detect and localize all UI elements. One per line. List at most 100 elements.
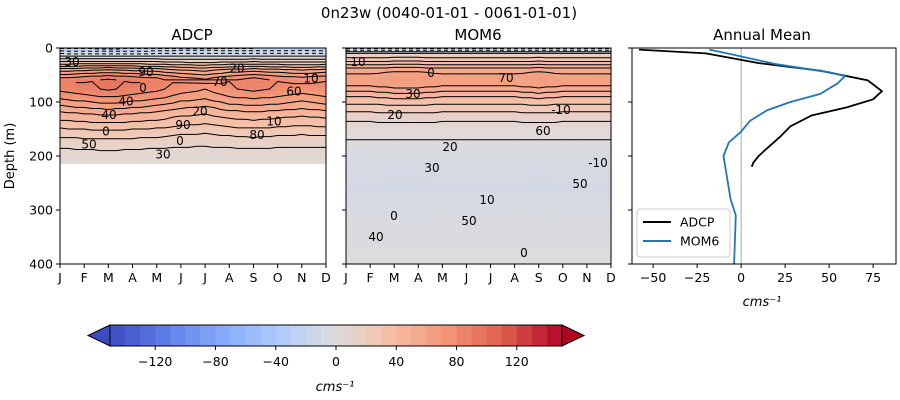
adcp-contour-line [60, 132, 326, 140]
adcp-heatmap-cell [277, 58, 287, 63]
adcp-heatmap-cell [84, 98, 93, 103]
mom6-heatmap-cell [522, 246, 532, 251]
mom6-heatmap-cell [466, 73, 476, 78]
mom6-heatmap-cell [362, 213, 371, 218]
mom6-heatmap-cell [386, 256, 395, 261]
mom6-heatmap-cell [482, 91, 492, 96]
mom6-heatmap-cell [562, 235, 572, 240]
mom6-heatmap-cell [554, 181, 564, 186]
mom6-heatmap-cell [370, 130, 379, 135]
mom6-heatmap-cell [554, 231, 564, 236]
adcp-heatmap-cell [84, 109, 93, 114]
adcp-heatmap-cell [116, 148, 126, 153]
mom6-heatmap-cell [530, 98, 540, 103]
adcp-heatmap-cell [293, 105, 303, 110]
mom6-heatmap-cell [402, 238, 411, 243]
mom6-heatmap-cell [578, 220, 588, 225]
mom6-heatmap-cell [378, 80, 387, 85]
mom6-contour-label: -10 [588, 156, 608, 170]
mom6-heatmap-cell [466, 246, 476, 251]
adcp-heatmap-cell [76, 138, 85, 143]
adcp-heatmap-cell [60, 109, 69, 114]
adcp-heatmap-cell [317, 109, 327, 114]
adcp-heatmap-cell [132, 69, 142, 74]
colorbar-segment [411, 325, 427, 346]
mom6-heatmap-cell [410, 80, 419, 85]
mom6-heatmap-cell [602, 231, 612, 236]
adcp-heatmap-cell [100, 145, 109, 150]
adcp-heatmap-cell [124, 73, 134, 78]
mom6-heatmap-cell [458, 249, 468, 254]
mom6-heatmap-cell [546, 159, 556, 164]
mom6-contour-line [346, 111, 611, 114]
mom6-heatmap-cell [602, 98, 612, 103]
mom6-heatmap-cell [482, 163, 492, 168]
adcp-heatmap-cell [205, 130, 214, 135]
adcp-heatmap-cell [221, 66, 230, 71]
mom6-heatmap-cell [530, 238, 540, 243]
mom6-heatmap-cell [498, 217, 508, 222]
mom6-heatmap-cell [506, 242, 516, 247]
mom6-heatmap-cell [586, 105, 596, 110]
mom6-heatmap-cell [466, 145, 476, 150]
mom6-heatmap-cell [578, 73, 588, 78]
adcp-x-tick-label: J [202, 270, 207, 285]
mom6-heatmap-cell [506, 256, 516, 261]
adcp-heatmap-cell [60, 94, 69, 99]
mom6-heatmap-cell [562, 206, 572, 211]
adcp-heatmap-cell [285, 134, 295, 139]
mom6-heatmap-cell [378, 163, 387, 168]
mom6-heatmap-cell [386, 228, 395, 233]
mom6-heatmap-cell [378, 242, 387, 247]
mom6-heatmap-cell [346, 123, 355, 128]
adcp-heatmap-cell [164, 91, 174, 96]
mom6-contour-label: 20 [387, 108, 402, 122]
adcp-heatmap-cell [164, 145, 174, 150]
mom6-heatmap-cell [602, 87, 612, 92]
mom6-heatmap-cell [602, 120, 612, 125]
adcp-heatmap-cell [132, 91, 142, 96]
adcp-heatmap-cell [124, 48, 134, 53]
mom6-heatmap-cell [354, 48, 363, 53]
mom6-heatmap-cell [538, 224, 548, 229]
mom6-heatmap-cell [522, 105, 532, 110]
mom6-heatmap-cell [466, 260, 476, 265]
mom6-contour-line [346, 71, 611, 75]
mom6-heatmap-cell [378, 130, 387, 135]
adcp-heatmap-cell [269, 123, 279, 128]
adcp-heatmap-cell [205, 73, 214, 78]
mom6-heatmap-cell [530, 231, 540, 236]
mom6-heatmap-cell [490, 145, 500, 150]
adcp-heatmap-cell [60, 58, 69, 63]
mom6-heatmap-cell [458, 217, 468, 222]
mom6-heatmap-cell [546, 202, 556, 207]
adcp-heatmap-cell [156, 91, 166, 96]
mom6-heatmap-cell [394, 80, 403, 85]
adcp-heatmap-cell [277, 130, 287, 135]
adcp-heatmap-cell [261, 58, 271, 63]
mom6-heatmap-cell [554, 195, 564, 200]
adcp-heatmap-cell [301, 141, 311, 146]
mom6-heatmap-cell [410, 213, 419, 218]
mom6-heatmap-cell [570, 58, 580, 63]
mom6-heatmap-cell [578, 199, 588, 204]
mom6-heatmap-cell [546, 210, 556, 215]
mom6-heatmap-cell [498, 98, 508, 103]
mom6-heatmap-cell [434, 228, 443, 233]
adcp-y-tick-label: 200 [29, 149, 53, 164]
mom6-heatmap-cell [466, 188, 476, 193]
annual-mean-lines [638, 48, 884, 265]
adcp-heatmap-cell [253, 48, 263, 53]
mom6-heatmap-cell [458, 210, 468, 215]
adcp-heatmap-cell [301, 112, 311, 117]
mom6-heatmap-cell [578, 195, 588, 200]
adcp-heatmap-cell [245, 120, 255, 125]
mom6-heatmap-cell [410, 127, 419, 132]
mom6-heatmap-cell [594, 206, 604, 211]
mom6-heatmap-cell [426, 69, 435, 74]
mom6-heatmap-cell [506, 73, 516, 78]
adcp-heatmap-cell [197, 55, 206, 60]
mom6-heatmap-cell [386, 94, 395, 99]
mom6-heatmap-cell [362, 159, 371, 164]
